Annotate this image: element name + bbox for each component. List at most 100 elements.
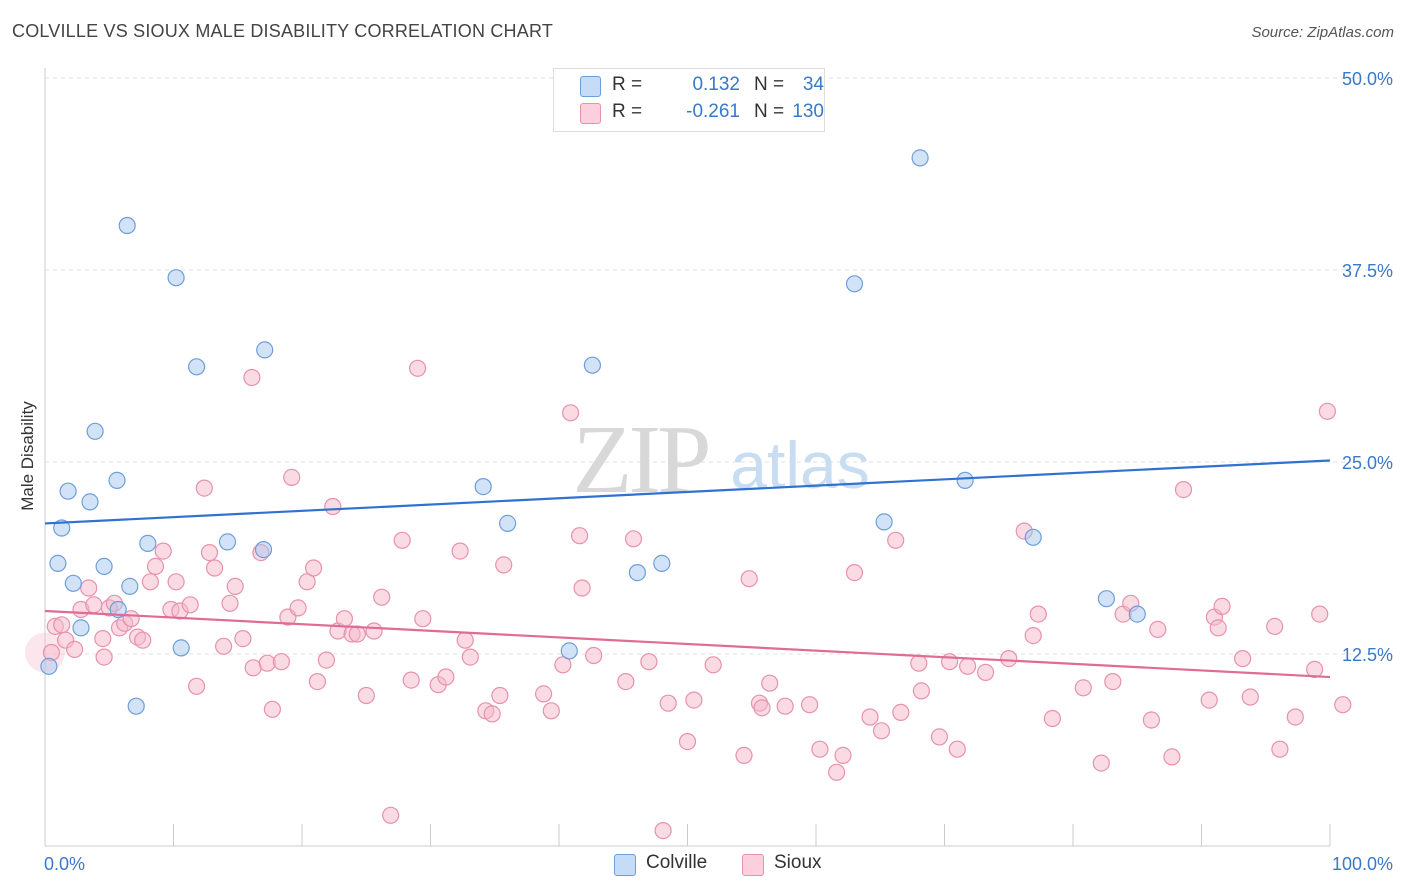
- data-point-sioux: [1233, 649, 1252, 668]
- legend-r-value: -0.261: [686, 101, 740, 122]
- data-point-sioux: [1000, 649, 1018, 668]
- data-point-colville: [474, 478, 492, 496]
- data-point-colville: [218, 533, 237, 551]
- data-point-sioux: [206, 559, 224, 577]
- legend-n-value: 34: [802, 74, 824, 95]
- data-point-sioux: [554, 656, 572, 674]
- data-point-sioux: [1149, 620, 1167, 639]
- x-tick-labels: 0.0% 100.0%: [44, 854, 1393, 874]
- data-point-sioux: [892, 703, 910, 722]
- data-point-colville: [118, 216, 136, 235]
- data-point-sioux: [704, 656, 722, 674]
- data-point-sioux: [776, 697, 794, 715]
- data-point-sioux: [373, 588, 391, 606]
- y-tick-label: 12.5%: [1342, 645, 1393, 665]
- data-point-sioux: [1174, 481, 1193, 499]
- data-point-colville: [1128, 605, 1146, 623]
- y-axis-label: Male Disability: [18, 401, 37, 511]
- legend-swatch-sioux: [580, 103, 601, 124]
- data-point-colville: [628, 563, 647, 582]
- data-point-sioux: [65, 640, 84, 659]
- data-point-sioux: [624, 530, 643, 548]
- data-point-sioux: [678, 732, 697, 751]
- data-point-sioux: [1209, 619, 1227, 637]
- data-point-sioux: [258, 654, 276, 672]
- data-point-sioux: [154, 542, 172, 560]
- data-point-colville: [40, 657, 58, 675]
- data-point-sioux: [289, 599, 307, 617]
- data-point-sioux: [1092, 754, 1110, 772]
- data-point-sioux: [456, 631, 474, 649]
- chart-title: COLVILLE VS SIOUX MALE DISABILITY CORREL…: [12, 21, 554, 41]
- legend-swatch-colville: [580, 76, 601, 97]
- data-point-colville: [53, 519, 71, 537]
- legend: R = 0.132 N = 34 R = -0.261 N = 130: [553, 68, 825, 132]
- data-point-sioux: [263, 700, 281, 718]
- watermark-zip: ZIP: [573, 406, 708, 514]
- data-point-sioux: [188, 677, 206, 695]
- data-point-sioux: [53, 616, 71, 634]
- data-point-colville: [81, 493, 99, 511]
- data-point-sioux: [357, 686, 375, 705]
- data-point-colville: [560, 642, 578, 660]
- data-point-sioux: [948, 740, 966, 758]
- axes: [44, 68, 1331, 847]
- data-point-sioux: [141, 573, 159, 591]
- bottom-legend-label: Sioux: [774, 852, 822, 873]
- data-point-sioux: [573, 579, 591, 597]
- data-point-colville: [956, 471, 974, 489]
- data-point-colville: [127, 697, 145, 715]
- data-point-sioux: [200, 543, 219, 562]
- data-point-sioux: [570, 527, 589, 545]
- bottom-legend-swatch-sioux: [742, 854, 764, 876]
- data-point-sioux: [811, 740, 829, 758]
- data-point-sioux: [317, 651, 335, 669]
- data-point-sioux: [393, 531, 411, 549]
- y-tick-labels: 12.5% 25.0% 37.5% 50.0%: [1342, 69, 1393, 665]
- data-point-sioux: [800, 696, 819, 714]
- data-point-sioux: [740, 570, 758, 588]
- data-point-colville: [499, 514, 517, 533]
- data-point-sioux: [1241, 688, 1259, 706]
- data-point-colville: [95, 557, 113, 576]
- data-point-colville: [121, 577, 139, 596]
- data-point-colville: [911, 149, 929, 167]
- data-point-colville: [653, 554, 671, 573]
- data-point-sioux: [761, 674, 779, 692]
- data-point-sioux: [561, 404, 580, 422]
- trend-line-colville: [44, 459, 1331, 525]
- data-point-sioux: [195, 479, 213, 497]
- data-point-sioux: [659, 694, 677, 712]
- data-point-sioux: [1213, 597, 1231, 616]
- data-point-sioux: [753, 699, 771, 717]
- data-point-sioux: [1271, 740, 1289, 758]
- data-point-sioux: [234, 629, 252, 648]
- data-point-sioux: [134, 631, 152, 649]
- legend-n-label: N =: [754, 74, 785, 95]
- data-point-sioux: [617, 672, 635, 691]
- data-point-sioux: [887, 531, 905, 549]
- data-point-colville: [139, 534, 157, 553]
- data-point-sioux: [861, 708, 879, 726]
- x-tick-label: 0.0%: [44, 854, 85, 874]
- data-point-sioux: [1142, 711, 1161, 729]
- data-point-sioux: [1311, 605, 1329, 623]
- bottom-legend-swatch-colville: [614, 854, 636, 876]
- data-point-sioux: [283, 468, 301, 486]
- data-point-sioux: [534, 685, 553, 703]
- data-point-colville: [72, 619, 90, 637]
- data-point-colville: [59, 482, 77, 500]
- data-point-sioux: [976, 663, 995, 682]
- data-point-sioux: [495, 556, 513, 574]
- data-point-sioux: [95, 648, 113, 666]
- data-point-sioux: [437, 668, 455, 686]
- data-point-sioux: [272, 653, 290, 671]
- x-tick-label: 100.0%: [1332, 854, 1393, 874]
- data-point-colville: [845, 275, 864, 293]
- data-point-sioux: [335, 610, 353, 628]
- y-tick-label: 50.0%: [1342, 69, 1393, 89]
- data-point-sioux: [585, 646, 603, 665]
- data-point-sioux: [80, 579, 98, 597]
- data-point-colville: [875, 513, 893, 531]
- data-point-sioux: [85, 596, 103, 614]
